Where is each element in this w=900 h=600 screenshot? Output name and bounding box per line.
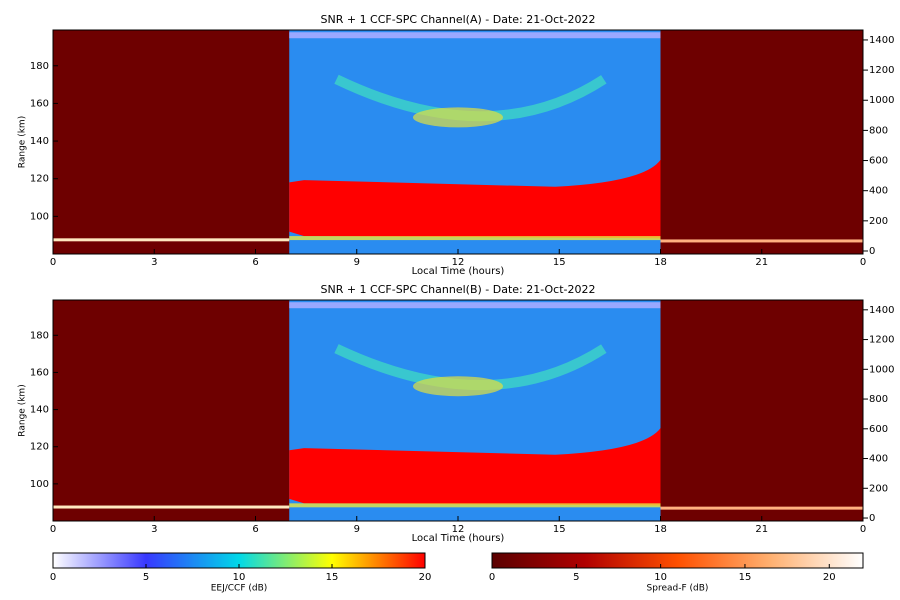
y-tick-label: 120 bbox=[30, 174, 49, 185]
y2-tick-label: 800 bbox=[869, 125, 888, 136]
x-tick-label: 0 bbox=[860, 257, 866, 268]
y2-tick-label: 200 bbox=[869, 483, 888, 494]
eej-band bbox=[289, 159, 661, 239]
eej-band bbox=[289, 428, 661, 506]
top-band bbox=[289, 32, 661, 39]
y-tick-label: 180 bbox=[30, 330, 49, 341]
x-axis-label: Local Time (hours) bbox=[412, 533, 505, 544]
x-tick-label: 21 bbox=[755, 257, 768, 268]
x-tick-label: 12 bbox=[452, 524, 465, 535]
chart-title: SNR + 1 CCF-SPC Channel(A) - Date: 21-Oc… bbox=[321, 13, 596, 26]
valley-core bbox=[413, 107, 503, 128]
night-layer-l bbox=[53, 238, 290, 242]
y2-tick-label: 400 bbox=[869, 186, 888, 197]
colorbar-tick-label: 15 bbox=[739, 572, 752, 583]
y-tick-label: 120 bbox=[30, 442, 49, 453]
top-band bbox=[289, 302, 661, 309]
x-tick-label: 9 bbox=[354, 257, 360, 268]
x-tick-label: 9 bbox=[354, 524, 360, 535]
x-tick-label: 6 bbox=[252, 524, 258, 535]
y-tick-label: 160 bbox=[30, 98, 49, 109]
y-axis-label: Range (km) bbox=[18, 116, 28, 168]
eej-edge bbox=[289, 236, 661, 241]
y2-tick-label: 1000 bbox=[869, 364, 894, 375]
night-layer-r bbox=[660, 239, 863, 243]
colorbar-tick-label: 15 bbox=[326, 572, 339, 583]
y2-tick-label: 1400 bbox=[869, 35, 894, 46]
x-tick-label: 0 bbox=[860, 524, 866, 535]
colorbar-tick-label: 20 bbox=[419, 572, 432, 583]
colorbar-tick-label: 0 bbox=[50, 572, 56, 583]
x-tick-label: 3 bbox=[151, 257, 157, 268]
colorbar-tick-label: 5 bbox=[573, 572, 579, 583]
y-tick-label: 140 bbox=[30, 136, 49, 147]
x-tick-label: 12 bbox=[452, 257, 465, 268]
y-tick-label: 100 bbox=[30, 479, 49, 490]
x-tick-label: 15 bbox=[553, 524, 566, 535]
y2-tick-label: 200 bbox=[869, 216, 888, 227]
y-tick-label: 140 bbox=[30, 405, 49, 416]
y-tick-label: 160 bbox=[30, 367, 49, 378]
colorbar-tick-label: 5 bbox=[143, 572, 149, 583]
x-tick-label: 18 bbox=[654, 257, 667, 268]
y2-tick-label: 600 bbox=[869, 156, 888, 167]
colorbar-tick-label: 0 bbox=[489, 572, 495, 583]
eej-edge bbox=[289, 503, 661, 508]
night-layer-r bbox=[660, 506, 863, 510]
night-layer-l bbox=[53, 505, 290, 509]
y-axis-label: Range (km) bbox=[18, 384, 28, 436]
colorbar-label: EEJ/CCF (dB) bbox=[211, 584, 268, 594]
x-tick-label: 0 bbox=[50, 524, 56, 535]
y2-tick-label: 400 bbox=[869, 454, 888, 465]
colorbar-label: Spread-F (dB) bbox=[647, 584, 709, 594]
y2-tick-label: 800 bbox=[869, 394, 888, 405]
x-axis-label: Local Time (hours) bbox=[412, 266, 505, 277]
y2-tick-label: 1000 bbox=[869, 95, 894, 106]
x-tick-label: 3 bbox=[151, 524, 157, 535]
x-tick-label: 15 bbox=[553, 257, 566, 268]
colorbar-tick-label: 10 bbox=[233, 572, 246, 583]
y2-tick-label: 1200 bbox=[869, 335, 894, 346]
y2-tick-label: 600 bbox=[869, 424, 888, 435]
y2-tick-label: 1200 bbox=[869, 65, 894, 76]
y2-tick-label: 1400 bbox=[869, 305, 894, 316]
colorbar-tick-label: 10 bbox=[654, 572, 667, 583]
colorbar bbox=[491, 552, 864, 569]
x-tick-label: 18 bbox=[654, 524, 667, 535]
valley-core bbox=[413, 376, 503, 397]
x-tick-label: 21 bbox=[755, 524, 768, 535]
y-tick-label: 180 bbox=[30, 61, 49, 72]
x-tick-label: 6 bbox=[252, 257, 258, 268]
y-tick-label: 100 bbox=[30, 211, 49, 222]
y2-tick-label: 0 bbox=[869, 246, 875, 257]
x-tick-label: 0 bbox=[50, 257, 56, 268]
chart-title: SNR + 1 CCF-SPC Channel(B) - Date: 21-Oc… bbox=[320, 283, 595, 296]
y2-tick-label: 0 bbox=[869, 513, 875, 524]
colorbar-tick-label: 20 bbox=[823, 572, 836, 583]
